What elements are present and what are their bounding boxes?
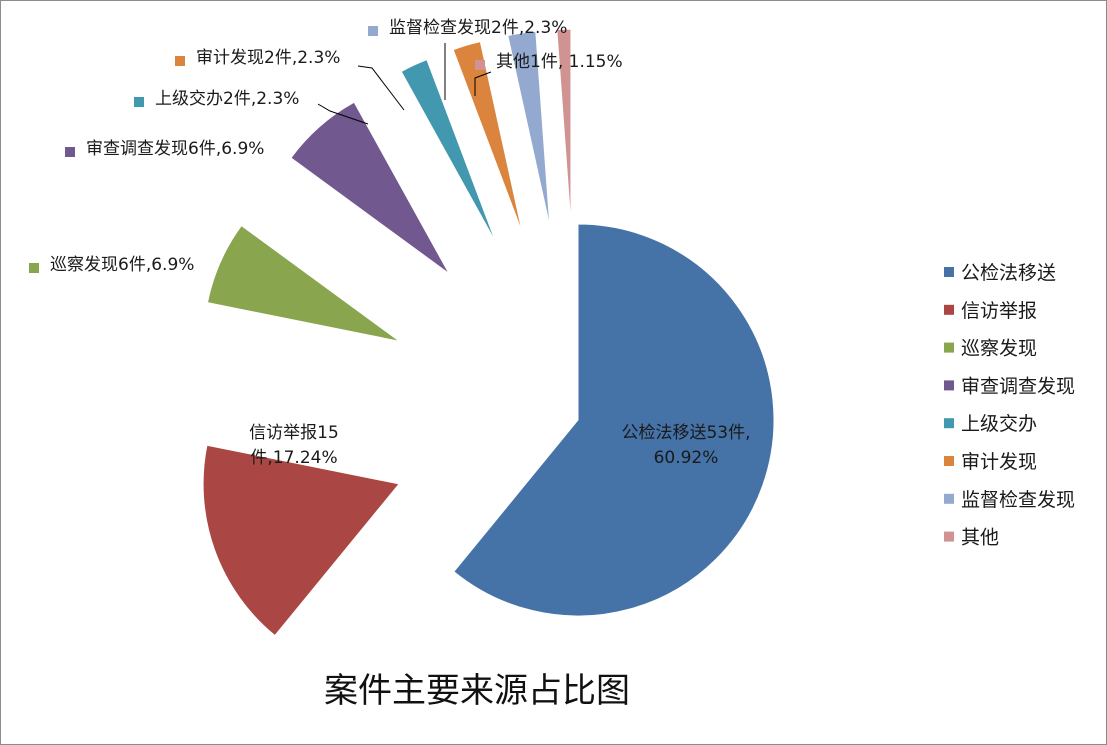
legend-swatch-2 [944, 304, 954, 315]
legend-swatch-1 [944, 267, 954, 277]
slice-7 [507, 31, 551, 228]
leader-line-6 [357, 65, 405, 111]
pie-slices [202, 28, 775, 637]
slice-3 [206, 224, 400, 342]
data-label-8: 其他1件, 1.15% [496, 52, 623, 72]
legend-item-2: 信访举报 [961, 300, 1037, 322]
legend-swatch-6 [944, 456, 954, 466]
label-marker-4 [65, 147, 75, 157]
slice-8 [556, 28, 572, 226]
leader-line-8 [474, 71, 492, 96]
data-label-1: 公检法移送53件, 60.92% [621, 423, 750, 468]
legend-swatch-7 [944, 493, 954, 504]
legend-item-8: 其他 [961, 527, 999, 549]
data-label-2: 信访举报15 件,17.24% [249, 423, 339, 468]
data-label-6: 审计发现2件,2.3% [196, 48, 340, 68]
legend-swatch-3 [944, 342, 954, 353]
legend-swatch-5 [944, 418, 954, 429]
data-label-7: 监督检查发现2件,2.3% [389, 18, 567, 38]
slice-1 [453, 223, 775, 617]
leader-lines [317, 43, 492, 125]
legend-item-4: 审查调查发现 [961, 375, 1075, 397]
slice-6 [452, 41, 523, 234]
label-marker-7 [368, 26, 378, 36]
legend-item-7: 监督检查发现 [961, 489, 1075, 511]
slice-2 [202, 444, 400, 637]
slice-4 [290, 101, 450, 275]
data-label-3: 巡察发现6件,6.9% [50, 255, 194, 275]
data-label-4: 审查调查发现6件,6.9% [86, 139, 264, 159]
legend-swatch-4 [944, 380, 954, 391]
legend-item-6: 审计发现 [961, 451, 1037, 473]
legend-item-5: 上级交办 [961, 413, 1037, 435]
data-labels: 公检法移送53件, 60.92% 信访举报15 件,17.24% 巡察发现6件,6.9%… [29, 18, 751, 468]
slice-5 [400, 59, 497, 244]
leader-line-5 [317, 103, 369, 125]
data-label-5: 上级交办2件,2.3% [155, 89, 299, 109]
legend-item-3: 巡察发现 [961, 338, 1037, 360]
legend-swatch-8 [944, 531, 954, 542]
label-marker-6 [175, 56, 185, 66]
label-marker-3 [29, 263, 39, 273]
label-marker-8 [475, 60, 485, 70]
label-marker-5 [134, 97, 144, 107]
chart-title: 案件主要来源占比图 [324, 671, 630, 711]
legend-item-1: 公检法移送 [961, 262, 1056, 284]
